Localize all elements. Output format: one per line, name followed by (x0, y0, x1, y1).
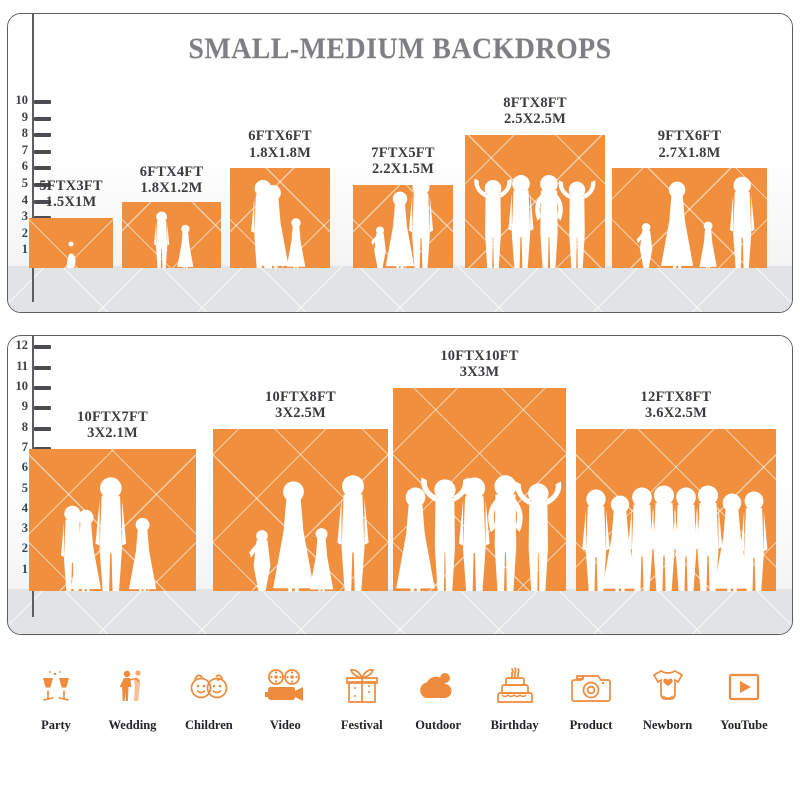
usage-icon-label: Children (185, 718, 233, 732)
usage-icon-item[interactable]: Party (24, 662, 88, 733)
axis-tick-label: 2 (21, 225, 28, 240)
axis-tick-label: 5 (21, 176, 28, 190)
axis-tick-label: 1 (21, 242, 28, 257)
backdrop-bar[interactable] (29, 448, 196, 591)
usage-icon-label: Birthday (490, 718, 539, 732)
usage-icon-item[interactable]: Children (177, 662, 241, 733)
usage-icon-label: Newborn (642, 718, 693, 732)
photo-camera-icon (570, 662, 612, 712)
backdrop-bar[interactable] (612, 168, 767, 268)
backdrop-bar[interactable] (576, 428, 776, 591)
usage-icon-label: Festival (340, 718, 383, 732)
backdrop-bar[interactable] (393, 388, 566, 591)
backdrop-bar[interactable] (29, 218, 113, 268)
usage-icon-item[interactable]: YouTube (712, 662, 776, 733)
page-title: SMALL-MEDIUM BACKDROPS (188, 32, 612, 65)
usage-icon-item[interactable]: Video (253, 662, 317, 733)
axis-spine (32, 14, 34, 302)
axis-tick-label: 5 (21, 480, 28, 495)
axis-tick-label: 11 (16, 358, 28, 373)
axis-tick (34, 100, 51, 104)
play-button-icon (725, 662, 763, 712)
axis-tick (34, 183, 51, 187)
axis-tick-label: 7 (21, 439, 28, 454)
champagne-glasses-icon (36, 662, 76, 712)
axis-tick-label: 2 (21, 541, 28, 556)
usage-icon-label: Product (569, 718, 613, 732)
axis-tick-label: 9 (21, 399, 28, 414)
wedding-couple-icon (112, 662, 152, 712)
backdrop-bar[interactable] (353, 185, 453, 268)
axis-tick (34, 426, 51, 431)
axis-tick-label: 8 (21, 126, 28, 141)
axis-tick-label: 7 (21, 142, 28, 157)
axis-tick (34, 406, 51, 411)
backdrop-bar[interactable] (230, 168, 330, 268)
axis-tick-label: 3 (21, 209, 28, 224)
gift-box-icon (342, 662, 382, 712)
usage-icon-item[interactable]: Birthday (483, 662, 547, 733)
usage-icon-item[interactable]: Wedding (100, 662, 164, 733)
usage-icon-label: Party (41, 718, 71, 732)
axis-tick (34, 116, 51, 121)
axis-tick (34, 345, 51, 350)
usage-icon-item[interactable]: Newborn (636, 662, 700, 733)
axis-tick-label: 3 (21, 521, 28, 536)
axis-tick-label: 1 (21, 561, 28, 576)
axis-tick-label: 8 (21, 419, 28, 434)
axis-tick-label: 4 (21, 192, 28, 207)
axis-tick-label: 10 (15, 93, 29, 107)
baby-onesie-icon (648, 662, 688, 712)
backdrop-bar[interactable] (465, 135, 605, 268)
usage-icon-item[interactable]: Outdoor (406, 662, 470, 733)
floor-background (8, 266, 792, 312)
usage-icon-label: Outdoor (415, 718, 462, 732)
movie-camera-icon (263, 662, 307, 712)
axis-tick (34, 199, 51, 204)
axis-tick-label: 6 (21, 460, 28, 475)
axis-tick-label: 9 (21, 109, 28, 124)
axis-tick (34, 365, 51, 370)
children-faces-icon (187, 662, 231, 712)
usage-icon-item[interactable]: Festival (330, 662, 394, 733)
axis-tick (34, 149, 51, 154)
usage-icon-label: Wedding (108, 718, 157, 732)
chart-panel-medium-large: 1 2 3 4 5 6 7 8 9 10 11 12 10FTX7FT 3X2.1M 10FTX8FT 3X… (7, 335, 793, 635)
usage-icon-strip: Party Wedding Children (10, 662, 790, 762)
axis-tick-label: 12 (15, 338, 29, 353)
usage-icon-item[interactable]: Product (559, 662, 623, 733)
cloud-sun-icon (416, 662, 460, 712)
axis-tick (34, 386, 51, 390)
axis-tick-label: 4 (21, 500, 28, 515)
axis-tick (34, 133, 51, 138)
usage-icon-label: YouTube (720, 718, 768, 732)
axis-tick (34, 166, 51, 171)
floor-background (8, 589, 792, 634)
axis-tick-label: 6 (21, 159, 28, 174)
usage-icon-label: Video (269, 718, 301, 732)
backdrop-bar[interactable] (122, 201, 221, 268)
backdrop-bar[interactable] (213, 428, 388, 591)
axis-tick-label: 10 (15, 379, 29, 393)
birthday-cake-icon (494, 662, 536, 712)
